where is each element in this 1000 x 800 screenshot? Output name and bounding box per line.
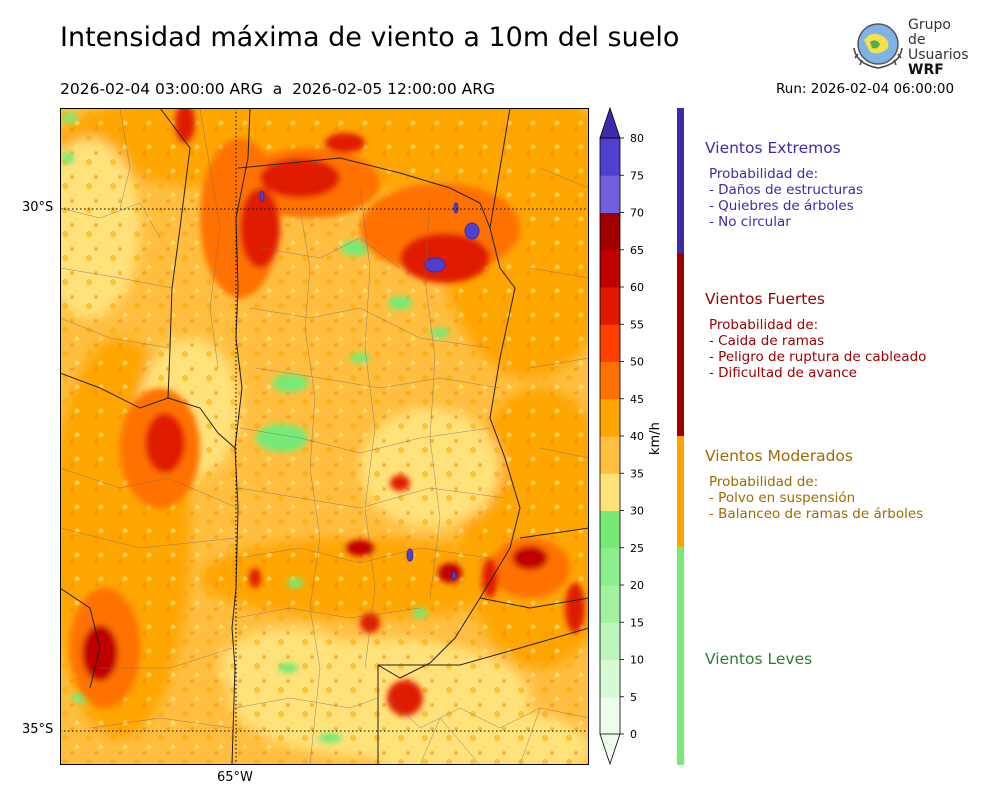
colorbar-segment xyxy=(600,473,620,511)
colorbar-tick-label: 25 xyxy=(630,542,644,555)
category-extreme: Vientos Extremos Probabilidad de: - Daño… xyxy=(705,139,863,230)
category-title: Vientos Fuertes xyxy=(705,290,825,308)
category-title: Vientos Moderados xyxy=(705,447,853,465)
colorbar-tick-label: 20 xyxy=(630,579,644,592)
globe-icon xyxy=(853,23,903,69)
light-bar xyxy=(677,547,684,765)
colorbar-under-triangle xyxy=(599,733,621,766)
colorbar-segment xyxy=(600,212,620,251)
colorbar-tick-label: 45 xyxy=(630,393,644,406)
category-line: Probabilidad de: xyxy=(709,166,819,182)
colorbar-segment xyxy=(600,324,620,362)
colorbar-unit: km/h xyxy=(648,422,663,455)
colorbar-segment xyxy=(600,398,620,437)
colorbar-segment xyxy=(600,585,620,623)
colorbar: 0 5 10 15 20 25 30 35 40 45 50 55 60 65 70 75 80 xyxy=(599,106,644,766)
colorbar-over-triangle xyxy=(599,106,621,139)
category-line: - Quiebres de árboles xyxy=(709,198,854,214)
map-title: Intensidad máxima de viento a 10m del su… xyxy=(60,22,680,53)
colorbar-tick-label: 75 xyxy=(630,169,644,182)
category-strong: Vientos Fuertes Probabilidad de: - Caida… xyxy=(705,290,926,381)
lat-label-30s: 30°S xyxy=(22,200,54,215)
forecast-period: 2026-02-04 03:00:00 ARG a 2026-02-05 12:… xyxy=(60,80,496,98)
moderate-bar xyxy=(677,436,684,547)
colorbar-segment xyxy=(600,287,620,325)
category-line: - Polvo en suspensión xyxy=(709,490,856,506)
colorbar-segment xyxy=(600,659,620,698)
colorbar-segment xyxy=(600,138,620,176)
logo-line-2: Usuarios xyxy=(908,47,969,63)
colorbar-segment xyxy=(600,249,620,288)
logo-line-1: Grupo de xyxy=(908,17,951,48)
colorbar-tick-label: 65 xyxy=(630,244,644,257)
extreme-bar xyxy=(677,108,684,253)
colorbar-tick-label: 15 xyxy=(630,616,644,629)
strong-bar xyxy=(677,253,684,436)
colorbar-tick-label: 0 xyxy=(630,728,637,741)
category-line: - No circular xyxy=(709,214,791,230)
colorbar-tick-label: 55 xyxy=(630,318,644,331)
logo-line-3: WRF xyxy=(908,62,944,78)
run-time: Run: 2026-02-04 06:00:00 xyxy=(776,81,955,97)
colorbar-tick-label: 60 xyxy=(630,281,644,294)
category-title: Vientos Leves xyxy=(705,650,813,668)
category-line: - Balanceo de ramas de árboles xyxy=(709,506,924,522)
category-line: Probabilidad de: xyxy=(709,317,819,333)
colorbar-segment xyxy=(600,436,620,474)
lon-label-65w: 65°W xyxy=(217,770,253,785)
colorbar-segment xyxy=(600,175,620,213)
category-title: Vientos Extremos xyxy=(705,139,841,157)
colorbar-segment xyxy=(600,547,620,586)
wrf-logo: Grupo de Usuarios WRF xyxy=(850,17,970,78)
colorbar-tick-label: 40 xyxy=(630,430,644,443)
colorbar-tick-label: 80 xyxy=(630,132,644,145)
category-line: - Daños de estructuras xyxy=(709,182,864,198)
colorbar-tick-label: 5 xyxy=(630,691,637,704)
category-moderate: Vientos Moderados Probabilidad de: - Pol… xyxy=(705,447,923,522)
colorbar-segment xyxy=(600,361,620,400)
category-line: - Peligro de ruptura de cableado xyxy=(709,349,927,365)
colorbar-tick-label: 50 xyxy=(630,356,644,369)
colorbar-tick-label: 30 xyxy=(630,505,644,518)
lat-label-35s: 35°S xyxy=(22,722,54,737)
colorbar-tick-label: 70 xyxy=(630,207,644,220)
colorbar-segment xyxy=(600,510,620,549)
category-line: Probabilidad de: xyxy=(709,474,819,490)
category-line: - Dificultad de avance xyxy=(709,365,857,381)
category-line: - Caida de ramas xyxy=(709,333,825,349)
colorbar-tick-label: 10 xyxy=(630,654,644,667)
colorbar-segment xyxy=(600,696,620,735)
colorbar-segment xyxy=(600,622,620,660)
wind-map xyxy=(60,108,589,765)
category-light: Vientos Leves xyxy=(705,650,812,668)
colorbar-tick-label: 35 xyxy=(630,467,644,480)
